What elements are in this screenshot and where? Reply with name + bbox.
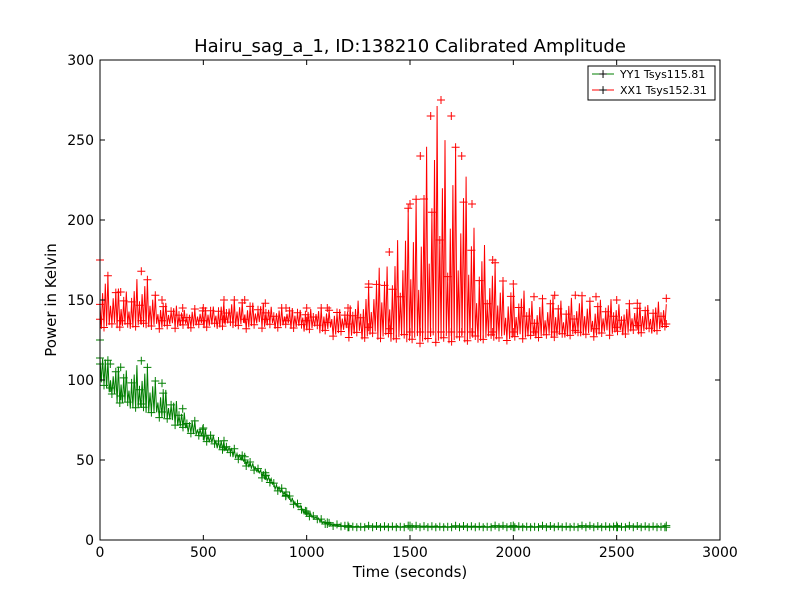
x-tick-label: 1000 — [289, 545, 325, 561]
y-tick-label: 150 — [67, 293, 94, 309]
y-axis-label: Power in Kelvin — [42, 243, 60, 357]
x-axis-label: Time (seconds) — [352, 563, 468, 581]
legend-label-xx1: XX1 Tsys152.31 — [620, 84, 707, 97]
series-markers-xx1 — [96, 96, 671, 348]
series-layer — [96, 96, 671, 532]
y-tick-label: 0 — [85, 533, 94, 549]
series-line-xx1 — [99, 105, 667, 344]
legend: + YY1 Tsys115.81 + XX1 Tsys152.31 — [587, 65, 716, 101]
x-tick-label: 2000 — [496, 545, 532, 561]
legend-box — [587, 65, 716, 101]
series-yy1 — [96, 336, 671, 532]
series-line-yy1 — [99, 357, 667, 528]
series-xx1 — [96, 96, 671, 348]
x-tick-label: 500 — [190, 545, 217, 561]
legend-marker-xx1: + — [598, 83, 608, 97]
x-tick-label: 2500 — [599, 545, 635, 561]
y-tick-label: 50 — [76, 453, 94, 469]
y-tick-label: 250 — [67, 133, 94, 149]
y-tick-label: 300 — [67, 53, 94, 69]
series-markers-yy1 — [96, 336, 671, 532]
y-tick-label: 100 — [67, 373, 94, 389]
x-tick-label: 3000 — [702, 545, 738, 561]
legend-marker-yy1: + — [598, 67, 608, 81]
ticks-layer: 0 500 1000 1500 2000 2500 3000 0 50 100 150 200 250 3… — [67, 53, 738, 561]
x-tick-label: 1500 — [392, 545, 428, 561]
legend-label-yy1: YY1 Tsys115.81 — [619, 68, 705, 81]
chart-title: Hairu_sag_a_1, ID:138210 Calibrated Ampl… — [194, 36, 626, 57]
y-tick-label: 200 — [67, 213, 94, 229]
x-tick-label: 0 — [96, 545, 105, 561]
